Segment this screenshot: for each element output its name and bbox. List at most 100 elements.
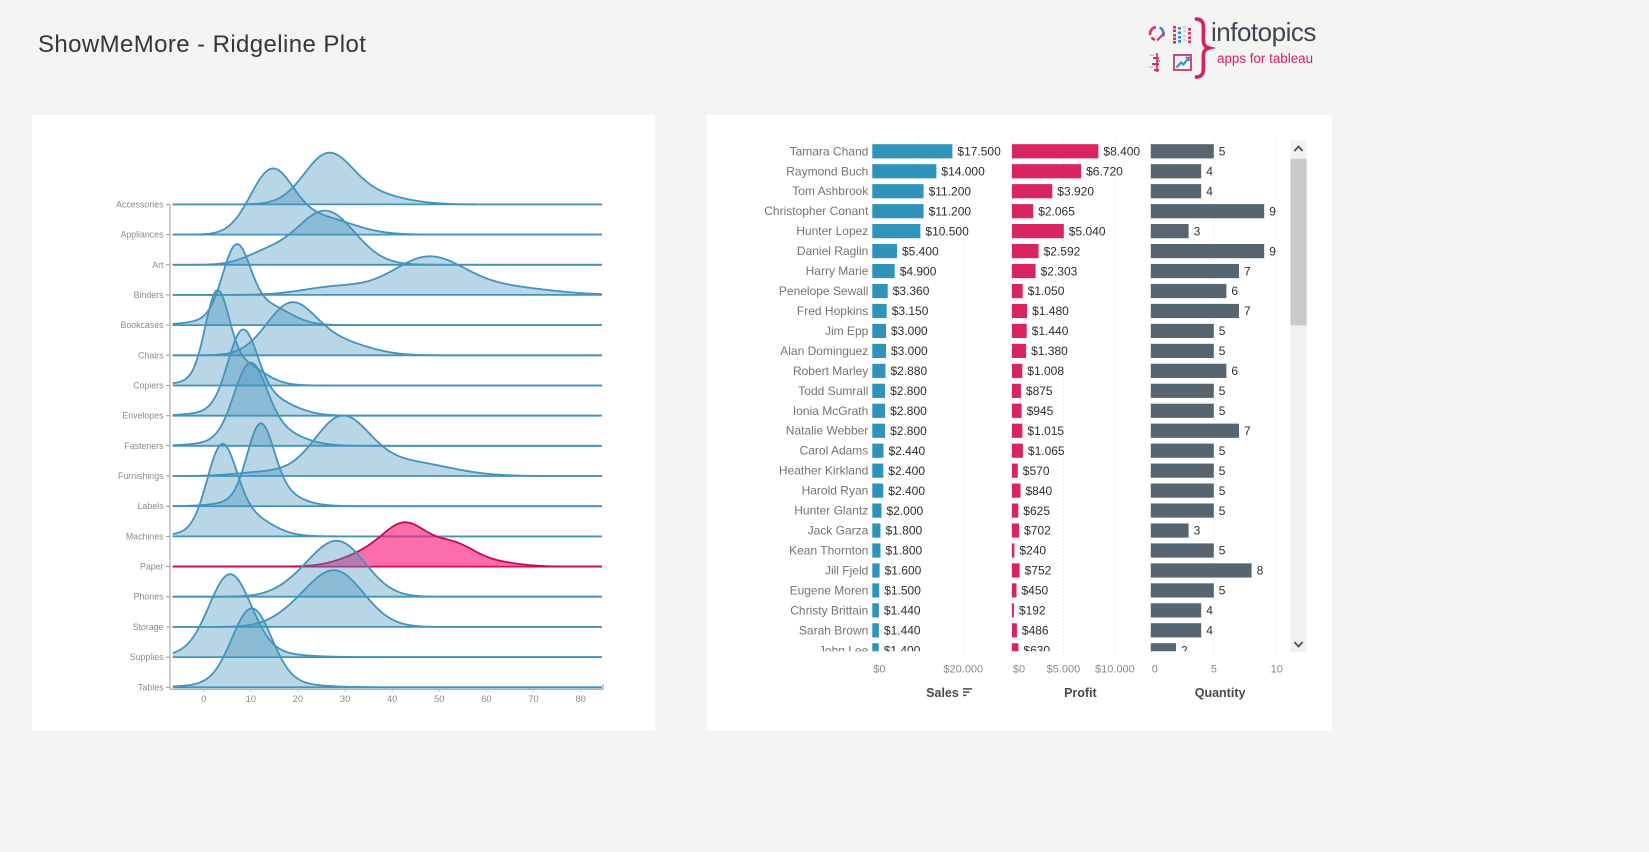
svg-text:Profit: Profit	[1064, 686, 1097, 700]
svg-text:Eugene Moren: Eugene Moren	[789, 583, 868, 597]
svg-text:5: 5	[1218, 503, 1225, 517]
svg-text:$14.000: $14.000	[941, 164, 985, 178]
svg-text:9: 9	[1269, 244, 1276, 258]
svg-text:$4.900: $4.900	[899, 264, 936, 278]
svg-text:$2.440: $2.440	[888, 443, 925, 457]
svg-text:$2.800: $2.800	[890, 404, 927, 418]
svg-text:Ionia McGrath: Ionia McGrath	[792, 403, 867, 417]
svg-text:$1.440: $1.440	[883, 603, 920, 617]
svg-text:$625: $625	[1023, 503, 1050, 517]
svg-text:5: 5	[1218, 404, 1225, 418]
svg-text:7: 7	[1244, 264, 1251, 278]
svg-text:$2.400: $2.400	[888, 463, 925, 477]
svg-text:Accessories: Accessories	[116, 199, 164, 209]
svg-text:3: 3	[1193, 523, 1200, 537]
svg-text:8: 8	[1256, 563, 1263, 577]
svg-text:$630: $630	[1023, 643, 1050, 657]
svg-text:$1.800: $1.800	[885, 543, 922, 557]
svg-text:5: 5	[1218, 583, 1225, 597]
svg-text:Heather Kirkland: Heather Kirkland	[778, 463, 867, 477]
svg-text:80: 80	[575, 693, 585, 704]
svg-text:$11.200: $11.200	[928, 204, 971, 218]
svg-text:$0: $0	[873, 663, 885, 675]
svg-text:Copiers: Copiers	[133, 380, 164, 390]
svg-text:Paper: Paper	[140, 561, 164, 571]
svg-text:5: 5	[1218, 483, 1225, 497]
svg-text:$2.400: $2.400	[888, 483, 925, 497]
svg-text:$2.000: $2.000	[886, 503, 923, 517]
svg-text:$2.880: $2.880	[890, 364, 927, 378]
svg-text:$10.500: $10.500	[925, 224, 969, 238]
svg-text:$752: $752	[1024, 563, 1051, 577]
svg-text:$1.065: $1.065	[1027, 443, 1064, 457]
svg-text:$1.050: $1.050	[1027, 284, 1064, 298]
svg-text:Storage: Storage	[132, 621, 163, 631]
svg-text:Todd Sumrall: Todd Sumrall	[798, 383, 868, 397]
svg-text:$1.008: $1.008	[1027, 364, 1064, 378]
svg-text:Hunter Lopez: Hunter Lopez	[796, 224, 868, 238]
svg-text:10: 10	[245, 693, 255, 704]
svg-text:$3.000: $3.000	[891, 344, 928, 358]
svg-text:Binders: Binders	[133, 289, 163, 299]
svg-text:Envelopes: Envelopes	[122, 410, 164, 420]
svg-text:Chairs: Chairs	[138, 350, 164, 360]
svg-text:Natalie Webber: Natalie Webber	[785, 423, 868, 437]
svg-text:5: 5	[1218, 384, 1225, 398]
svg-text:Christy Brittain: Christy Brittain	[790, 603, 868, 617]
svg-text:4: 4	[1206, 603, 1213, 617]
svg-text:0: 0	[201, 693, 206, 704]
svg-text:$1.480: $1.480	[1032, 304, 1069, 318]
svg-text:0: 0	[1151, 663, 1157, 675]
svg-text:$2.303: $2.303	[1040, 264, 1077, 278]
svg-text:Daniel Raglin: Daniel Raglin	[796, 244, 867, 258]
svg-text:Phones: Phones	[133, 591, 163, 601]
svg-text:50: 50	[434, 693, 444, 704]
svg-text:$2.800: $2.800	[890, 423, 927, 437]
svg-text:$1.800: $1.800	[885, 523, 922, 537]
svg-text:5: 5	[1218, 443, 1225, 457]
svg-text:Raymond Buch: Raymond Buch	[786, 164, 868, 178]
svg-text:Carol Adams: Carol Adams	[799, 443, 868, 457]
svg-text:4: 4	[1206, 164, 1213, 178]
svg-text:6: 6	[1231, 364, 1238, 378]
svg-text:Tamara Chand: Tamara Chand	[789, 144, 868, 158]
svg-text:Jack Garza: Jack Garza	[807, 523, 868, 537]
svg-text:$2.065: $2.065	[1038, 204, 1075, 218]
svg-text:$5.040: $5.040	[1068, 224, 1105, 238]
svg-text:Robert Marley: Robert Marley	[792, 363, 867, 377]
svg-text:Jim Epp: Jim Epp	[824, 323, 868, 337]
svg-text:$11.200: $11.200	[928, 184, 971, 198]
svg-text:Tables: Tables	[138, 682, 164, 692]
svg-text:$1.440: $1.440	[883, 623, 920, 637]
svg-text:$1.600: $1.600	[884, 563, 921, 577]
svg-text:$1.380: $1.380	[1031, 344, 1068, 358]
svg-text:Furnishings: Furnishings	[118, 471, 164, 481]
svg-text:4: 4	[1206, 184, 1213, 198]
svg-text:$1.500: $1.500	[884, 583, 921, 597]
svg-text:$17.500: $17.500	[957, 144, 1001, 158]
svg-text:$192: $192	[1018, 603, 1045, 617]
svg-text:$3.000: $3.000	[891, 324, 928, 338]
svg-text:$3.150: $3.150	[891, 304, 928, 318]
svg-text:$1.440: $1.440	[1031, 324, 1068, 338]
svg-text:5: 5	[1210, 663, 1216, 675]
svg-text:$3.360: $3.360	[892, 284, 929, 298]
svg-text:6: 6	[1231, 284, 1238, 298]
svg-text:70: 70	[528, 693, 538, 704]
svg-text:$2.800: $2.800	[890, 384, 927, 398]
svg-text:$8.400: $8.400	[1103, 144, 1140, 158]
svg-text:20: 20	[292, 693, 302, 704]
svg-text:9: 9	[1269, 204, 1276, 218]
svg-text:Harry Marie: Harry Marie	[805, 264, 868, 278]
svg-text:$3.920: $3.920	[1057, 184, 1094, 198]
svg-text:2: 2	[1181, 643, 1188, 657]
svg-text:Tom Ashbrook: Tom Ashbrook	[792, 184, 869, 198]
svg-text:7: 7	[1244, 423, 1251, 437]
svg-text:5: 5	[1218, 463, 1225, 477]
svg-text:7: 7	[1244, 304, 1251, 318]
svg-text:Fasteners: Fasteners	[124, 440, 164, 450]
svg-text:$945: $945	[1026, 404, 1053, 418]
svg-text:$5.000: $5.000	[1046, 663, 1080, 675]
svg-text:3: 3	[1193, 224, 1200, 238]
svg-text:$875: $875	[1025, 384, 1052, 398]
